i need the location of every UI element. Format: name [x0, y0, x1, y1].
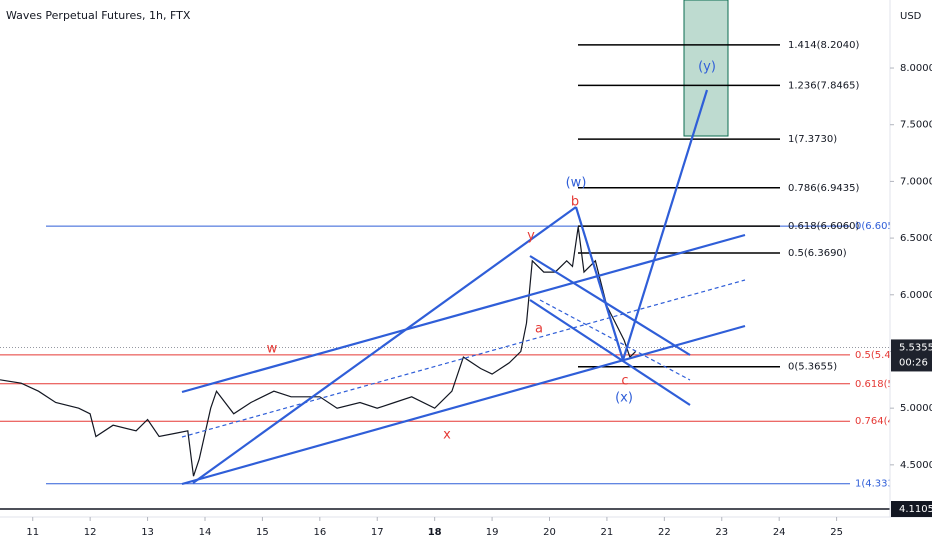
trend-line [621, 89, 709, 361]
x-tick-label: 12 [84, 527, 97, 538]
wave-label: y [527, 229, 535, 244]
x-tick-label: 15 [256, 527, 269, 538]
wave-label: (w) [566, 176, 587, 191]
wave-label: w [267, 342, 278, 357]
fib-label: 0.618(5.20 [855, 379, 910, 390]
x-tick-label: 14 [199, 527, 212, 538]
x-tick-label: 16 [313, 527, 326, 538]
labels: 0(6.6055) 1(4.3335) 0.5(5.469 0.618(5.20 0.7… [267, 40, 910, 490]
price-badge-label: 5.5355 [899, 342, 932, 353]
y-tick-label: 7.5000 [900, 120, 932, 131]
countdown: 00:26 [899, 357, 928, 368]
low-badge-label: 4.1105 [899, 504, 932, 515]
trend-line [181, 233, 746, 394]
axes: 4.50005.00005.50006.00006.50007.00007.50… [26, 63, 932, 538]
x-tick-label: 13 [141, 527, 154, 538]
wave-label: c [621, 374, 628, 389]
fib-label: 0.618(6.6060) [788, 221, 860, 232]
plot-area [0, 0, 890, 510]
y-tick-label: 7.0000 [900, 176, 932, 187]
fib-label: 1(4.3335) [855, 479, 904, 490]
wave-label: b [571, 195, 579, 210]
x-tick-label: 17 [371, 527, 384, 538]
fib-label: 1.414(8.2040) [788, 40, 860, 51]
wave-label: x [443, 428, 451, 443]
x-tick-label: 11 [26, 527, 39, 538]
x-tick-label: 18 [428, 527, 442, 538]
y-tick-label: 6.5000 [900, 233, 932, 244]
x-tick-label: 24 [773, 527, 786, 538]
x-tick-label: 22 [658, 527, 671, 538]
fib-label: 0.5(5.469 [855, 350, 903, 361]
x-tick-label: 20 [543, 527, 556, 538]
x-tick-label: 25 [830, 527, 843, 538]
chart-title: Waves Perpetual Futures, 1h, FTX [6, 9, 191, 22]
fib-label: 0.786(6.9435) [788, 183, 860, 194]
axis-unit: USD [900, 11, 922, 22]
trend-line [574, 206, 625, 361]
trend-line [192, 206, 577, 484]
fib-label: 0(6.6055) [855, 221, 904, 232]
fib-label: 0(5.3655) [788, 362, 837, 373]
x-tick-label: 21 [601, 527, 614, 538]
wave-label: (y) [698, 60, 716, 75]
target-box [683, 0, 729, 137]
fib-label: 1(7.3730) [788, 134, 837, 145]
time-axis [0, 517, 932, 550]
low-badge [891, 501, 932, 518]
trend-line [529, 255, 691, 356]
y-tick-label: 6.0000 [900, 290, 932, 301]
fib-label: 1.236(7.8465) [788, 80, 860, 91]
trend-line [529, 299, 691, 406]
x-tick-label: 23 [715, 527, 728, 538]
trend-line [181, 324, 746, 486]
fib-label: 0.764(4.86 [855, 416, 910, 427]
fib-label: 0.5(6.3690) [788, 248, 847, 259]
price-line-series [0, 226, 637, 477]
y-tick-label: 5.0000 [900, 403, 932, 414]
mid-line [539, 299, 691, 381]
y-tick-label: 4.5000 [900, 460, 932, 471]
drawings [181, 89, 746, 486]
wave-label: (x) [615, 391, 633, 406]
price-axis [890, 0, 932, 550]
y-tick-label: 8.0000 [900, 63, 932, 74]
price-badge [891, 339, 932, 372]
wave-label: a [535, 322, 543, 337]
x-tick-label: 19 [486, 527, 499, 538]
